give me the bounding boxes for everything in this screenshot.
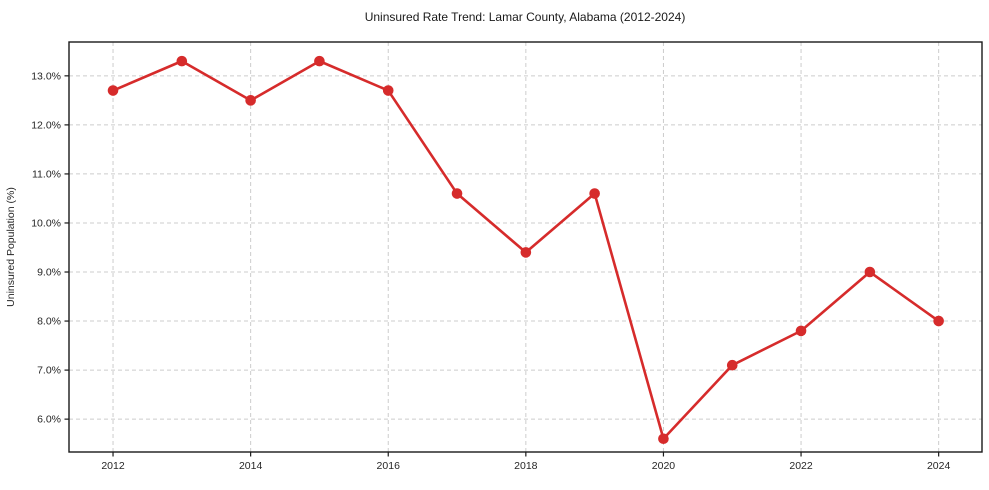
data-point <box>589 188 600 199</box>
data-point <box>658 433 669 445</box>
y-tick-label: 8.0% <box>37 316 61 328</box>
y-tick-label: 10.0% <box>31 218 61 230</box>
y-tick-label: 6.0% <box>37 414 61 426</box>
data-point <box>864 266 876 278</box>
y-tick-label: 7.0% <box>37 365 61 377</box>
data-point <box>314 55 325 67</box>
data-layer <box>107 55 944 445</box>
y-tick-label: 11.0% <box>32 169 61 181</box>
y-tick-label: 9.0% <box>37 267 61 279</box>
data-point <box>245 95 256 106</box>
x-tick-label: 2024 <box>927 460 951 472</box>
x-tick-label: 2020 <box>652 460 676 472</box>
grid-layer <box>69 42 982 452</box>
data-point <box>382 85 394 96</box>
data-point <box>451 188 463 199</box>
data-point <box>176 55 188 67</box>
chart-title: Uninsured Rate Trend: Lamar County, Alab… <box>365 10 686 24</box>
data-point <box>795 325 807 337</box>
data-point <box>520 247 532 258</box>
data-point <box>726 359 738 371</box>
data-point <box>933 315 944 327</box>
y-tick-label: 13.0% <box>31 70 61 82</box>
data-point <box>107 85 119 96</box>
x-tick-label: 2014 <box>239 460 263 472</box>
y-axis-label: Uninsured Population (%) <box>5 187 17 307</box>
y-tick-label: 12.0% <box>31 119 61 131</box>
x-tick-label: 2016 <box>377 460 401 472</box>
x-tick-label: 2012 <box>101 460 125 472</box>
x-tick-label: 2022 <box>789 460 813 472</box>
x-tick-label: 2018 <box>514 460 538 472</box>
tick-layer: 2012 2014 2016 2018 2020 2022 2024 6.0% 7.0% 8.0%… <box>31 70 950 472</box>
